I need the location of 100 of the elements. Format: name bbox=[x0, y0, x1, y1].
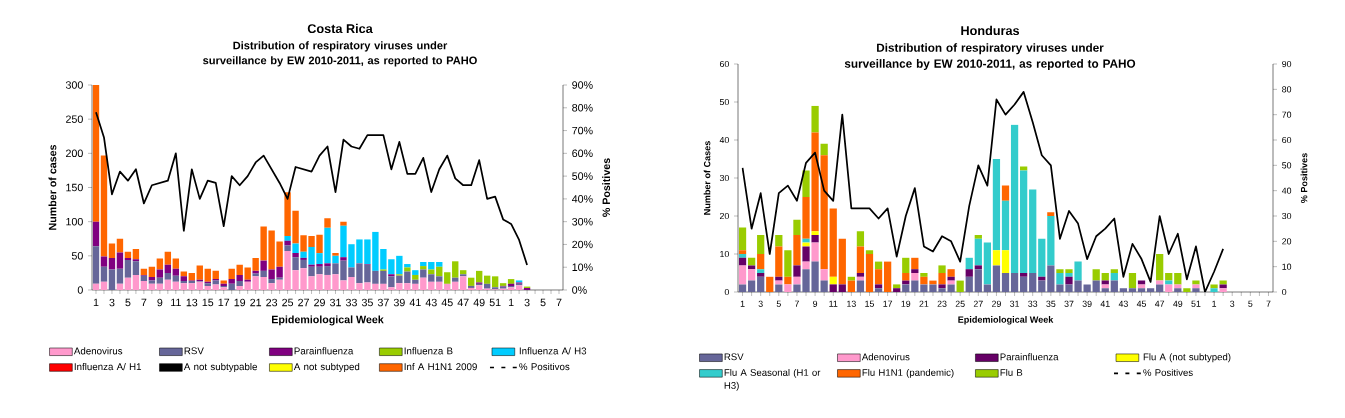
y-axis-title: Number of cases bbox=[48, 144, 57, 230]
x-tick-label: 33 bbox=[1028, 300, 1038, 307]
legend-label: A not subtyped bbox=[293, 362, 360, 373]
x-tick-label: 11 bbox=[829, 300, 838, 307]
x-tick-label: 5 bbox=[540, 298, 546, 307]
y2-tick-label: 0 bbox=[1282, 288, 1287, 296]
y2-tick-label: 10% bbox=[572, 263, 593, 271]
x-tick-label: 25 bbox=[955, 300, 965, 307]
y-tick-label: 60 bbox=[719, 60, 729, 68]
chart-title: Honduras bbox=[961, 25, 1020, 36]
x-tick-label: 7 bbox=[1266, 300, 1271, 307]
x-tick-label: 31 bbox=[1010, 300, 1020, 307]
x-tick-label: 47 bbox=[457, 298, 469, 307]
y2-tick-label: 70 bbox=[1282, 111, 1292, 118]
x-tick-label: 35 bbox=[361, 298, 373, 307]
legend-label: Flu H1N1 (pandemic) bbox=[862, 368, 954, 378]
x-tick-label: 49 bbox=[473, 298, 485, 307]
x-tick-label: 3 bbox=[758, 300, 763, 307]
x-axis-title: Epidemiological Week bbox=[272, 315, 384, 326]
legend-label: A not subtypable bbox=[183, 362, 257, 373]
x-tick-label: 37 bbox=[1064, 300, 1074, 307]
x-tick-label: 13 bbox=[186, 298, 198, 307]
x-tick-label: 45 bbox=[1136, 300, 1147, 307]
y2-tick-label: 70% bbox=[572, 126, 593, 135]
y-tick-label: 300 bbox=[65, 81, 83, 89]
x-tick-label: 1 bbox=[93, 298, 99, 307]
x-tick-label: 3 bbox=[524, 298, 530, 307]
x-tick-label: 7 bbox=[556, 298, 562, 307]
x-tick-label: 23 bbox=[937, 300, 947, 307]
y2-tick-label: 40 bbox=[1281, 187, 1292, 194]
legend-label: Flu A (not subtyped) bbox=[1143, 353, 1231, 363]
legend-label: Influenza A/ H3 bbox=[519, 347, 587, 355]
chart-title: Costa Rica bbox=[307, 23, 373, 34]
x-tick-label: 19 bbox=[901, 300, 911, 307]
x-tick-label: 43 bbox=[425, 298, 437, 307]
x-tick-label: 21 bbox=[250, 298, 262, 307]
x-tick-label: 1 bbox=[1212, 300, 1217, 307]
y-tick-label: 40 bbox=[719, 136, 729, 144]
x-tick-label: 41 bbox=[409, 298, 421, 307]
x-tick-label: 27 bbox=[298, 298, 309, 307]
x-tick-label: 5 bbox=[125, 298, 131, 307]
x-tick-label: 27 bbox=[973, 300, 983, 307]
x-tick-label: 23 bbox=[266, 298, 278, 307]
y2-tick-label: 30% bbox=[572, 217, 593, 226]
x-tick-label: 51 bbox=[1191, 300, 1201, 307]
y-tick-label: 0 bbox=[77, 286, 83, 294]
y-tick-label: 20 bbox=[719, 212, 729, 220]
y2-tick-label: 10 bbox=[1282, 263, 1292, 270]
legend-label: Inf A H1N1 2009 bbox=[404, 363, 477, 371]
y2-tick-label: 80 bbox=[1282, 86, 1292, 93]
x-tick-label: 37 bbox=[377, 298, 389, 307]
y2-tick-label: 20 bbox=[1282, 238, 1292, 245]
y-tick-label: 10 bbox=[720, 250, 729, 258]
y2-tick-label: 60% bbox=[572, 149, 593, 158]
y2-tick-label: 0% bbox=[572, 286, 587, 294]
x-tick-label: 41 bbox=[1100, 300, 1110, 307]
legend-label: RSV bbox=[184, 347, 204, 355]
y2-axis-title: % Positives bbox=[602, 158, 611, 217]
legend-label: % Positives bbox=[1143, 368, 1193, 376]
y-tick-label: 200 bbox=[66, 149, 83, 158]
y2-tick-label: 80% bbox=[572, 104, 593, 112]
y2-tick-label: 20% bbox=[572, 240, 593, 249]
legend-label: Influenza A/ H1 bbox=[74, 362, 142, 371]
x-tick-label: 15 bbox=[202, 298, 214, 307]
y-tick-label: 50 bbox=[719, 98, 729, 106]
x-tick-label: 49 bbox=[1173, 300, 1183, 307]
x-tick-label: 3 bbox=[109, 298, 115, 307]
legend-label: Flu B bbox=[1000, 368, 1023, 376]
x-tick-label: 35 bbox=[1046, 300, 1056, 307]
y2-tick-label: 50 bbox=[1282, 162, 1292, 169]
x-tick-label: 33 bbox=[345, 298, 357, 307]
y2-tick-label: 60 bbox=[1282, 136, 1292, 144]
x-tick-label: 19 bbox=[234, 298, 246, 307]
legend-label: Influenza B bbox=[404, 347, 453, 355]
x-tick-label: 3 bbox=[1230, 300, 1235, 307]
y-tick-label: 0 bbox=[724, 288, 729, 296]
x-tick-label: 1 bbox=[508, 298, 514, 307]
x-tick-label: 21 bbox=[919, 300, 929, 307]
x-tick-label: 7 bbox=[141, 298, 147, 307]
y2-tick-label: 30 bbox=[1282, 212, 1292, 220]
x-tick-label: 7 bbox=[794, 300, 799, 307]
x-tick-label: 15 bbox=[865, 300, 875, 307]
y2-axis-title: % Positives bbox=[1300, 153, 1308, 203]
x-tick-label: 1 bbox=[740, 300, 745, 307]
legend-label: RSV bbox=[724, 353, 744, 361]
legend-label: Flu A Seasonal (H1 or H3) bbox=[724, 368, 821, 391]
y-axis-title: Number of Cases bbox=[703, 141, 711, 215]
x-tick-label: 5 bbox=[776, 300, 781, 307]
y-tick-label: 250 bbox=[66, 115, 83, 123]
legend-label: Adenovirus bbox=[73, 347, 123, 355]
legend-label: % Positivos bbox=[519, 362, 570, 371]
x-tick-label: 13 bbox=[847, 300, 856, 307]
x-tick-label: 5 bbox=[1248, 300, 1253, 307]
x-tick-label: 47 bbox=[1154, 300, 1165, 307]
chart-subtitle: Distribution of respiratory viruses under surveillance by EW 2010-2011, as reported to PAHO bbox=[844, 43, 1136, 71]
x-tick-label: 9 bbox=[813, 300, 818, 307]
chart-subtitle: Distribution of respiratory viruses under surveillance by EW 2010-2011, as reported to PAHO bbox=[203, 41, 477, 67]
x-tick-label: 29 bbox=[991, 300, 1001, 307]
y2-tick-label: 90% bbox=[572, 81, 593, 89]
x-tick-label: 29 bbox=[314, 298, 325, 307]
